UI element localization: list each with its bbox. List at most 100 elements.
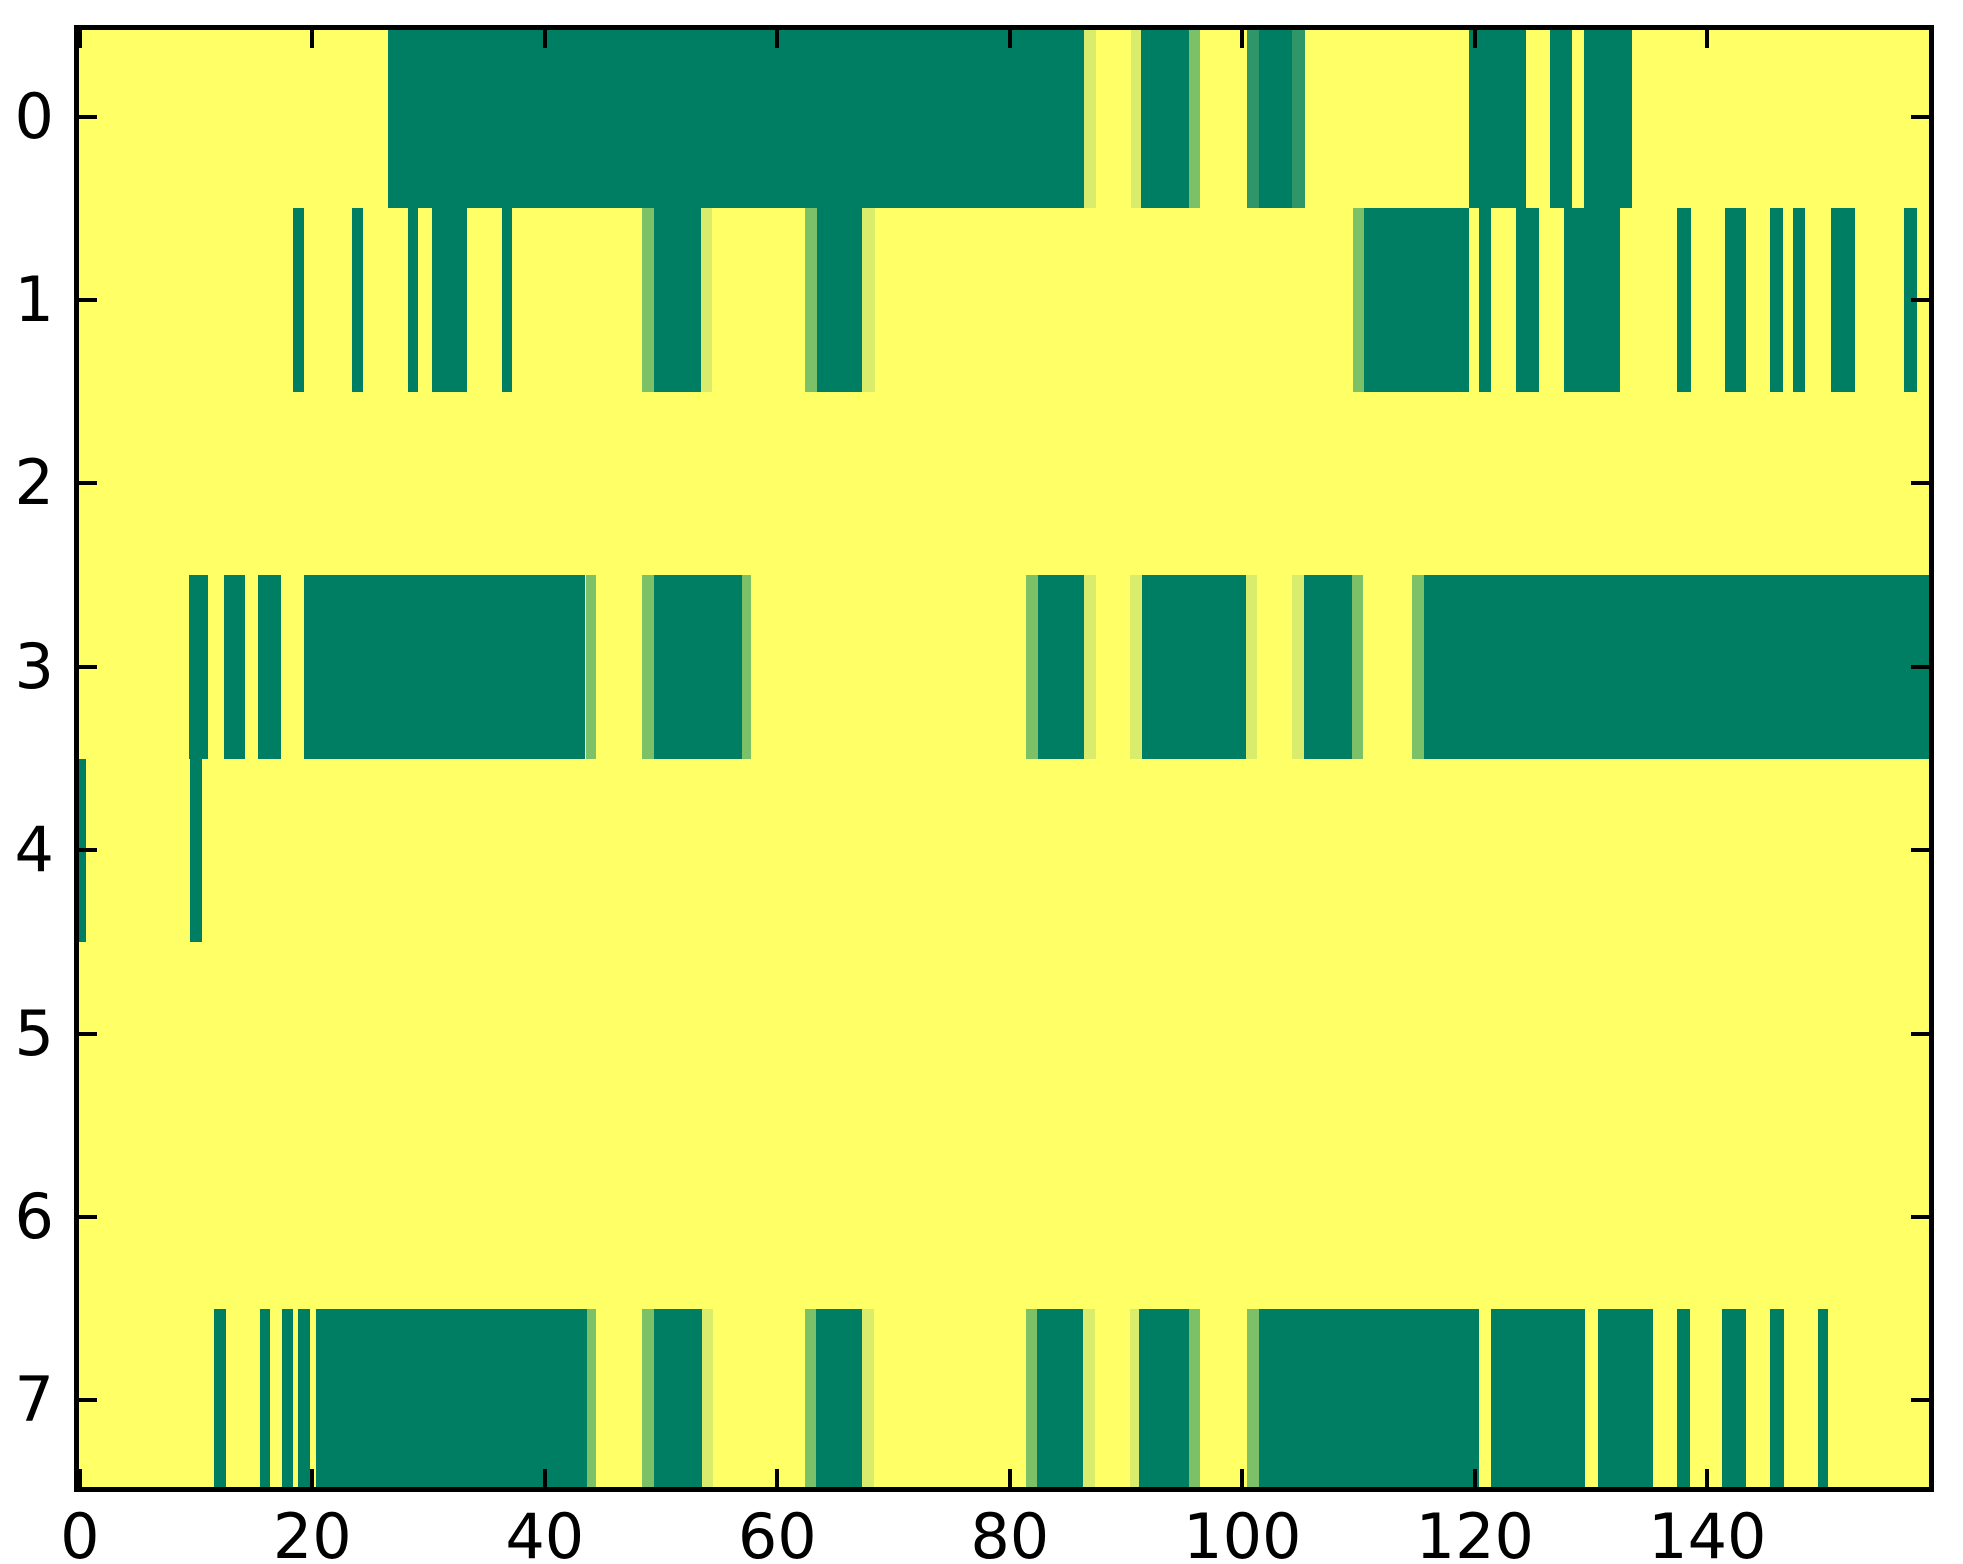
heatmap-segment xyxy=(1770,208,1783,392)
heatmap-segment xyxy=(1142,575,1246,759)
heatmap-segment xyxy=(586,1308,596,1492)
heatmap-segment xyxy=(1817,1308,1829,1492)
heatmap-segment xyxy=(1584,25,1632,209)
heatmap-segment xyxy=(1722,1308,1746,1492)
heatmap-segment xyxy=(654,575,743,759)
heatmap-segment xyxy=(815,1308,863,1492)
heatmap-segment xyxy=(407,208,419,392)
y-tick-label: 3 xyxy=(14,629,54,703)
heatmap-segment xyxy=(1515,208,1539,392)
y-tick xyxy=(1911,664,1929,669)
y-tick-label: 5 xyxy=(14,996,54,1070)
heatmap-segment xyxy=(816,208,863,392)
y-tick-label: 2 xyxy=(14,446,54,520)
heatmap-segment xyxy=(1246,1308,1259,1492)
x-tick xyxy=(775,30,780,48)
x-tick xyxy=(542,30,547,48)
x-tick-label: 60 xyxy=(737,1500,817,1564)
heatmap-segment xyxy=(432,208,467,392)
y-tick xyxy=(79,298,97,303)
heatmap-segment xyxy=(1677,208,1692,392)
heatmap-segment xyxy=(1469,25,1526,209)
x-tick-label: 140 xyxy=(1648,1500,1767,1564)
y-tick xyxy=(1911,481,1929,486)
heatmap-segment xyxy=(742,575,751,759)
x-tick xyxy=(1007,1469,1012,1487)
heatmap-segment xyxy=(642,208,655,392)
y-tick xyxy=(79,481,97,486)
heatmap-segment xyxy=(585,575,596,759)
y-tick xyxy=(79,664,97,669)
x-tick xyxy=(1240,30,1245,48)
heatmap-segment xyxy=(1903,208,1917,392)
y-tick xyxy=(1911,114,1929,119)
heatmap-segment xyxy=(1351,575,1364,759)
heatmap-segment xyxy=(1026,575,1038,759)
heatmap-segment xyxy=(501,208,513,392)
y-tick xyxy=(79,1214,97,1219)
heatmap-segment xyxy=(654,1308,702,1492)
heatmap-segment xyxy=(642,1308,655,1492)
heatmap-segment xyxy=(282,1308,293,1492)
heatmap-segment xyxy=(1129,575,1143,759)
x-tick-label: 20 xyxy=(272,1500,352,1564)
x-tick-label: 80 xyxy=(970,1500,1050,1564)
x-tick-label: 0 xyxy=(60,1500,100,1564)
heatmap-segment xyxy=(1793,208,1805,392)
heatmap-segment xyxy=(1677,1308,1690,1492)
heatmap-segment xyxy=(1026,1308,1037,1492)
x-tick xyxy=(1472,30,1477,48)
y-tick xyxy=(79,1031,97,1036)
y-tick xyxy=(1911,1031,1929,1036)
heatmap-segment xyxy=(1246,25,1259,209)
heatmap-segment xyxy=(1352,208,1365,392)
x-tick xyxy=(310,1469,315,1487)
heatmap-segment xyxy=(387,25,1085,209)
heatmap-segment xyxy=(315,1308,587,1492)
x-tick xyxy=(1240,1469,1245,1487)
y-tick xyxy=(1911,848,1929,853)
heatmap-segment xyxy=(1412,575,1424,759)
heatmap-segment xyxy=(1036,1308,1084,1492)
heatmap-segment xyxy=(700,208,713,392)
x-tick xyxy=(1705,30,1710,48)
x-tick xyxy=(310,30,315,48)
heatmap-segment xyxy=(805,208,817,392)
heatmap-segment xyxy=(642,575,655,759)
y-tick-label: 0 xyxy=(14,79,54,153)
heatmap-segment xyxy=(1770,1308,1785,1492)
heatmap-segment xyxy=(1129,1308,1139,1492)
y-tick xyxy=(79,114,97,119)
heatmap-segment xyxy=(292,208,305,392)
y-tick-label: 1 xyxy=(14,263,54,337)
heatmap-segment xyxy=(1830,208,1855,392)
y-tick-label: 7 xyxy=(14,1363,54,1437)
heatmap-segment xyxy=(1423,575,1934,759)
heatmap-segment xyxy=(1724,208,1746,392)
heatmap-segment xyxy=(1084,25,1096,209)
y-tick xyxy=(1911,1214,1929,1219)
heatmap-segment xyxy=(1258,25,1293,209)
heatmap-segment xyxy=(1138,1308,1189,1492)
heatmap-segment xyxy=(1303,575,1352,759)
heatmap-segment xyxy=(1479,208,1492,392)
heatmap-segment xyxy=(862,208,875,392)
heatmap-segment xyxy=(223,575,245,759)
heatmap-segment xyxy=(1491,1308,1586,1492)
heatmap-segment xyxy=(1141,25,1189,209)
heatmap-segment xyxy=(190,758,202,942)
heatmap-segment xyxy=(1292,25,1306,209)
x-tick-label: 120 xyxy=(1415,1500,1534,1564)
x-tick xyxy=(542,1469,547,1487)
heatmap-segment xyxy=(1083,1308,1095,1492)
heatmap-segment xyxy=(1258,1308,1480,1492)
y-tick xyxy=(79,848,97,853)
heatmap-segment xyxy=(1084,575,1096,759)
y-tick-label: 4 xyxy=(14,813,54,887)
x-tick xyxy=(77,1469,82,1487)
x-tick xyxy=(77,30,82,48)
heatmap-segment xyxy=(1598,1308,1653,1492)
heatmap-segment xyxy=(701,1308,714,1492)
heatmap-segment xyxy=(1245,575,1258,759)
